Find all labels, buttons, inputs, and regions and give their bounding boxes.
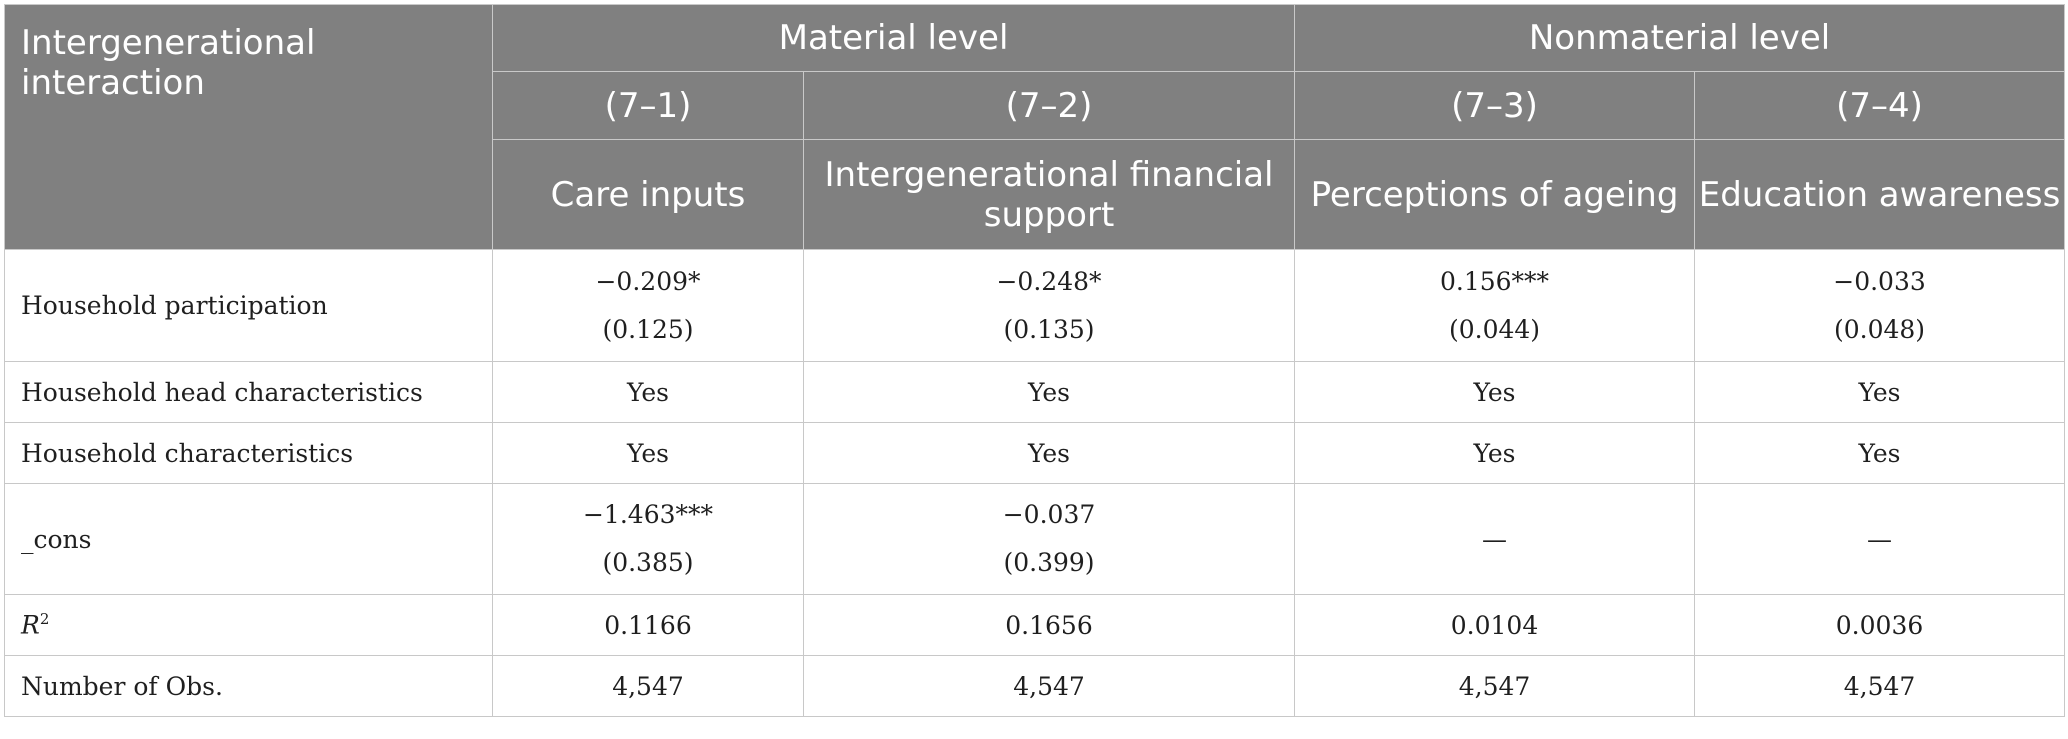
- table-cell: Yes: [802, 422, 1296, 484]
- table-cell: 0.1656: [802, 594, 1296, 656]
- row-label: R2: [4, 594, 493, 656]
- row-label: _cons: [4, 483, 493, 595]
- row-label: Household participation: [4, 249, 493, 362]
- group-header-nonmaterial: Nonmaterial level: [1294, 4, 2066, 72]
- row-label: Household head characteristics: [4, 361, 493, 423]
- outcome-header-financial-support: Intergenerational financial support: [802, 139, 1296, 250]
- se-value: (0.135): [1003, 314, 1095, 344]
- se-value: (0.399): [1003, 548, 1095, 577]
- coef-value: −1.463***: [582, 500, 714, 529]
- model-header-7-1: (7–1): [492, 71, 804, 140]
- table-cell: 0.1166: [492, 594, 804, 656]
- table-body: Household participation −0.209* (0.125) −…: [4, 249, 2066, 717]
- model-header-7-2: (7–2): [802, 71, 1296, 140]
- table-row: Number of Obs. 4,547 4,547 4,547 4,547: [4, 655, 2066, 717]
- table-cell: Yes: [1694, 422, 2066, 484]
- table-row: Household head characteristics Yes Yes Y…: [4, 361, 2066, 423]
- model-header-7-3: (7–3): [1294, 71, 1696, 140]
- dash-cell: —: [1294, 483, 1696, 595]
- table-cell: Yes: [1294, 422, 1696, 484]
- table-row: Household characteristics Yes Yes Yes Ye…: [4, 422, 2066, 484]
- table-header: Intergenerational interaction Material l…: [4, 4, 2066, 250]
- model-header-7-4: (7–4): [1694, 71, 2066, 140]
- coef-value: −0.033: [1833, 266, 1926, 296]
- coef-value: −0.037: [1002, 500, 1096, 529]
- coef-cell: −0.248* (0.135): [802, 249, 1296, 362]
- table-cell: 0.0036: [1694, 594, 2066, 656]
- se-value: (0.385): [602, 548, 694, 577]
- table-cell: 4,547: [492, 655, 804, 717]
- corner-header: Intergenerational interaction: [4, 4, 493, 250]
- coef-cell: −0.033 (0.048): [1694, 249, 2066, 362]
- table-cell: Yes: [802, 361, 1296, 423]
- table-cell: Yes: [492, 422, 804, 484]
- r-squared-letter: R: [21, 610, 40, 640]
- row-label: Household characteristics: [4, 422, 493, 484]
- row-label: Number of Obs.: [4, 655, 493, 717]
- table-cell: 4,547: [1694, 655, 2066, 717]
- coef-cell: 0.156*** (0.044): [1294, 249, 1696, 362]
- table-row: _cons −1.463*** (0.385) −0.037 (0.399) — —: [4, 483, 2066, 595]
- table-cell: 4,547: [1294, 655, 1696, 717]
- coef-cell: −0.209* (0.125): [492, 249, 804, 362]
- group-header-material: Material level: [491, 4, 1296, 72]
- table-cell: 4,547: [802, 655, 1296, 717]
- table-cell: 0.0104: [1294, 594, 1696, 656]
- coef-value: −0.248*: [996, 266, 1102, 296]
- se-value: (0.125): [602, 314, 694, 344]
- table-cell: Yes: [1694, 361, 2066, 423]
- outcome-header-care-inputs: Care inputs: [492, 139, 804, 250]
- outcome-header-perceptions-ageing: Perceptions of ageing: [1294, 139, 1696, 250]
- coef-cell: −0.037 (0.399): [802, 483, 1296, 595]
- r-squared-exponent: 2: [39, 610, 50, 629]
- outcome-header-education-awareness: Education awareness: [1694, 139, 2066, 250]
- se-value: (0.044): [1448, 314, 1541, 344]
- se-value: (0.048): [1833, 314, 1926, 344]
- coef-value: −0.209*: [595, 266, 701, 296]
- coef-cell: −1.463*** (0.385): [492, 483, 804, 595]
- table-cell: Yes: [1294, 361, 1696, 423]
- table-row: Household participation −0.209* (0.125) −…: [4, 249, 2066, 362]
- dash-cell: —: [1694, 483, 2066, 595]
- coef-value: 0.156***: [1439, 266, 1550, 296]
- regression-table: Intergenerational interaction Material l…: [4, 4, 2066, 717]
- table-cell: Yes: [492, 361, 804, 423]
- table-row: R2 0.1166 0.1656 0.0104 0.0036: [4, 594, 2066, 656]
